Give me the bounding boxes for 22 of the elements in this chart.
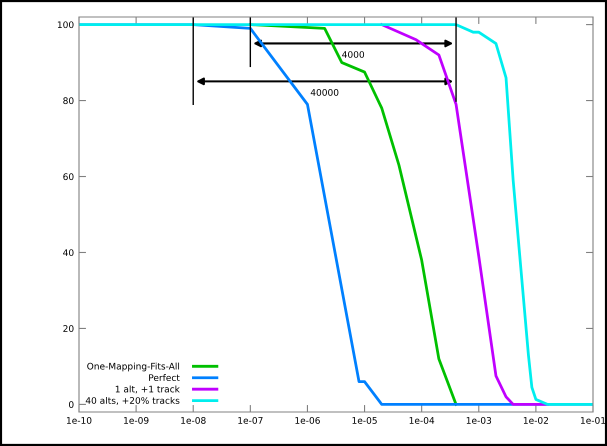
legend-label: One-Mapping-Fits-All: [87, 362, 180, 372]
x-tick-label: 1e-01: [580, 417, 606, 424]
legend-label: 1 alt, +1 track: [116, 386, 180, 394]
x-tick-label: 1e-03: [466, 417, 492, 424]
x-tick-label: 1e-10: [66, 417, 92, 424]
y-tick-label: 20: [63, 325, 74, 332]
legend-label: Perfect: [149, 374, 180, 382]
legend-label: 40 alts, +20% tracks: [86, 396, 180, 405]
x-tick-label: 1e-09: [124, 417, 148, 424]
y-tick-label: 100: [58, 21, 74, 28]
x-tick-label: 1e-04: [410, 417, 434, 424]
x-tick-label: 1e-02: [524, 417, 548, 424]
annotation: 4000: [342, 51, 364, 58]
y-tick-label: 80: [63, 97, 74, 104]
x-tick-label: 1e-07: [238, 417, 263, 424]
x-tick-label: 1e-05: [352, 417, 377, 424]
y-tick-label: 0: [68, 401, 74, 408]
y-tick-label: 40: [63, 249, 74, 256]
y-tick-label: 60: [63, 173, 74, 180]
x-tick-label: 1e-08: [181, 417, 206, 424]
annotation: 40000: [310, 89, 338, 96]
x-tick-label: 1e-06: [295, 417, 320, 424]
